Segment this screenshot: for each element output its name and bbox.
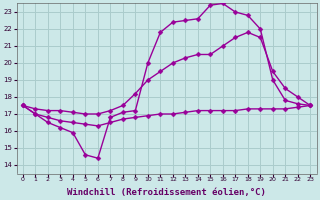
X-axis label: Windchill (Refroidissement éolien,°C): Windchill (Refroidissement éolien,°C) [67,188,266,197]
